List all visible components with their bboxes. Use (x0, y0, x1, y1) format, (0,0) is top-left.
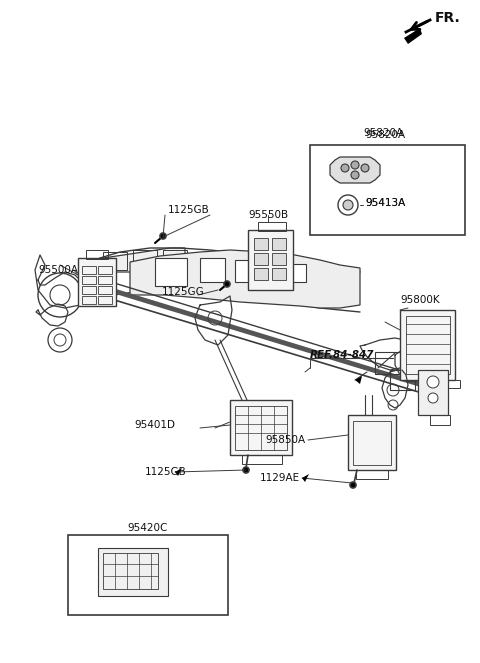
Text: 95820A: 95820A (363, 128, 403, 138)
Bar (272, 253, 286, 265)
Bar (262, 262, 282, 282)
Text: 95550B: 95550B (248, 210, 288, 220)
Bar (418, 370, 448, 415)
Bar (353, 421, 391, 465)
Circle shape (224, 281, 230, 287)
Bar (258, 222, 286, 231)
Circle shape (427, 376, 439, 388)
Bar (103, 252, 127, 270)
Text: 95800K: 95800K (400, 295, 440, 305)
Bar (235, 406, 287, 450)
Text: 1129AE: 1129AE (260, 473, 300, 483)
Text: 95413A: 95413A (365, 198, 405, 208)
Bar (98, 286, 112, 294)
Bar (348, 415, 396, 470)
Bar (163, 250, 187, 268)
Polygon shape (302, 474, 309, 482)
Circle shape (341, 164, 349, 172)
Bar (200, 258, 225, 282)
Bar (235, 260, 257, 282)
Circle shape (351, 161, 359, 169)
Bar (193, 252, 217, 270)
Circle shape (343, 200, 353, 210)
Text: REF.84-847: REF.84-847 (310, 350, 374, 360)
Text: 95413A: 95413A (365, 198, 405, 208)
Bar (223, 254, 247, 272)
Text: 1125GG: 1125GG (162, 287, 205, 297)
Bar (82, 276, 96, 284)
Bar (68, 535, 228, 615)
Bar (242, 455, 282, 464)
Polygon shape (175, 468, 182, 476)
Text: 1125GB: 1125GB (145, 467, 187, 477)
Bar (82, 266, 96, 274)
Bar (310, 145, 465, 235)
Circle shape (361, 164, 369, 172)
Text: 1125GB: 1125GB (168, 205, 210, 215)
Polygon shape (355, 376, 362, 384)
Bar (288, 264, 306, 282)
Text: 95820A: 95820A (365, 130, 405, 140)
Bar (98, 296, 112, 304)
Bar (356, 470, 388, 479)
Bar (254, 268, 268, 280)
Bar (254, 238, 268, 250)
Bar (248, 230, 293, 290)
Bar (155, 258, 187, 286)
Bar (230, 400, 292, 455)
Bar (375, 352, 410, 374)
Circle shape (243, 467, 249, 473)
Bar (86, 250, 108, 259)
Polygon shape (330, 157, 380, 183)
Text: 95401D: 95401D (134, 420, 175, 430)
Bar (390, 370, 415, 390)
Bar (98, 548, 168, 596)
Bar (78, 258, 116, 306)
Circle shape (428, 393, 438, 403)
Bar (272, 268, 286, 280)
Text: 95500A: 95500A (38, 265, 78, 275)
Polygon shape (404, 28, 422, 44)
Polygon shape (130, 250, 360, 308)
Bar (133, 250, 157, 268)
Bar (82, 296, 96, 304)
Bar (254, 253, 268, 265)
Polygon shape (80, 248, 185, 280)
Bar (400, 310, 455, 380)
Text: 95420C: 95420C (128, 523, 168, 533)
Bar (103, 553, 158, 589)
Bar (98, 266, 112, 274)
Bar (430, 415, 450, 425)
Text: 95850A: 95850A (265, 435, 305, 445)
Circle shape (160, 233, 166, 239)
Circle shape (351, 171, 359, 179)
Text: FR.: FR. (435, 11, 461, 25)
Bar (98, 276, 112, 284)
Bar (82, 286, 96, 294)
Bar (406, 316, 450, 374)
Bar (448, 380, 460, 388)
Bar (272, 238, 286, 250)
Circle shape (350, 482, 356, 488)
